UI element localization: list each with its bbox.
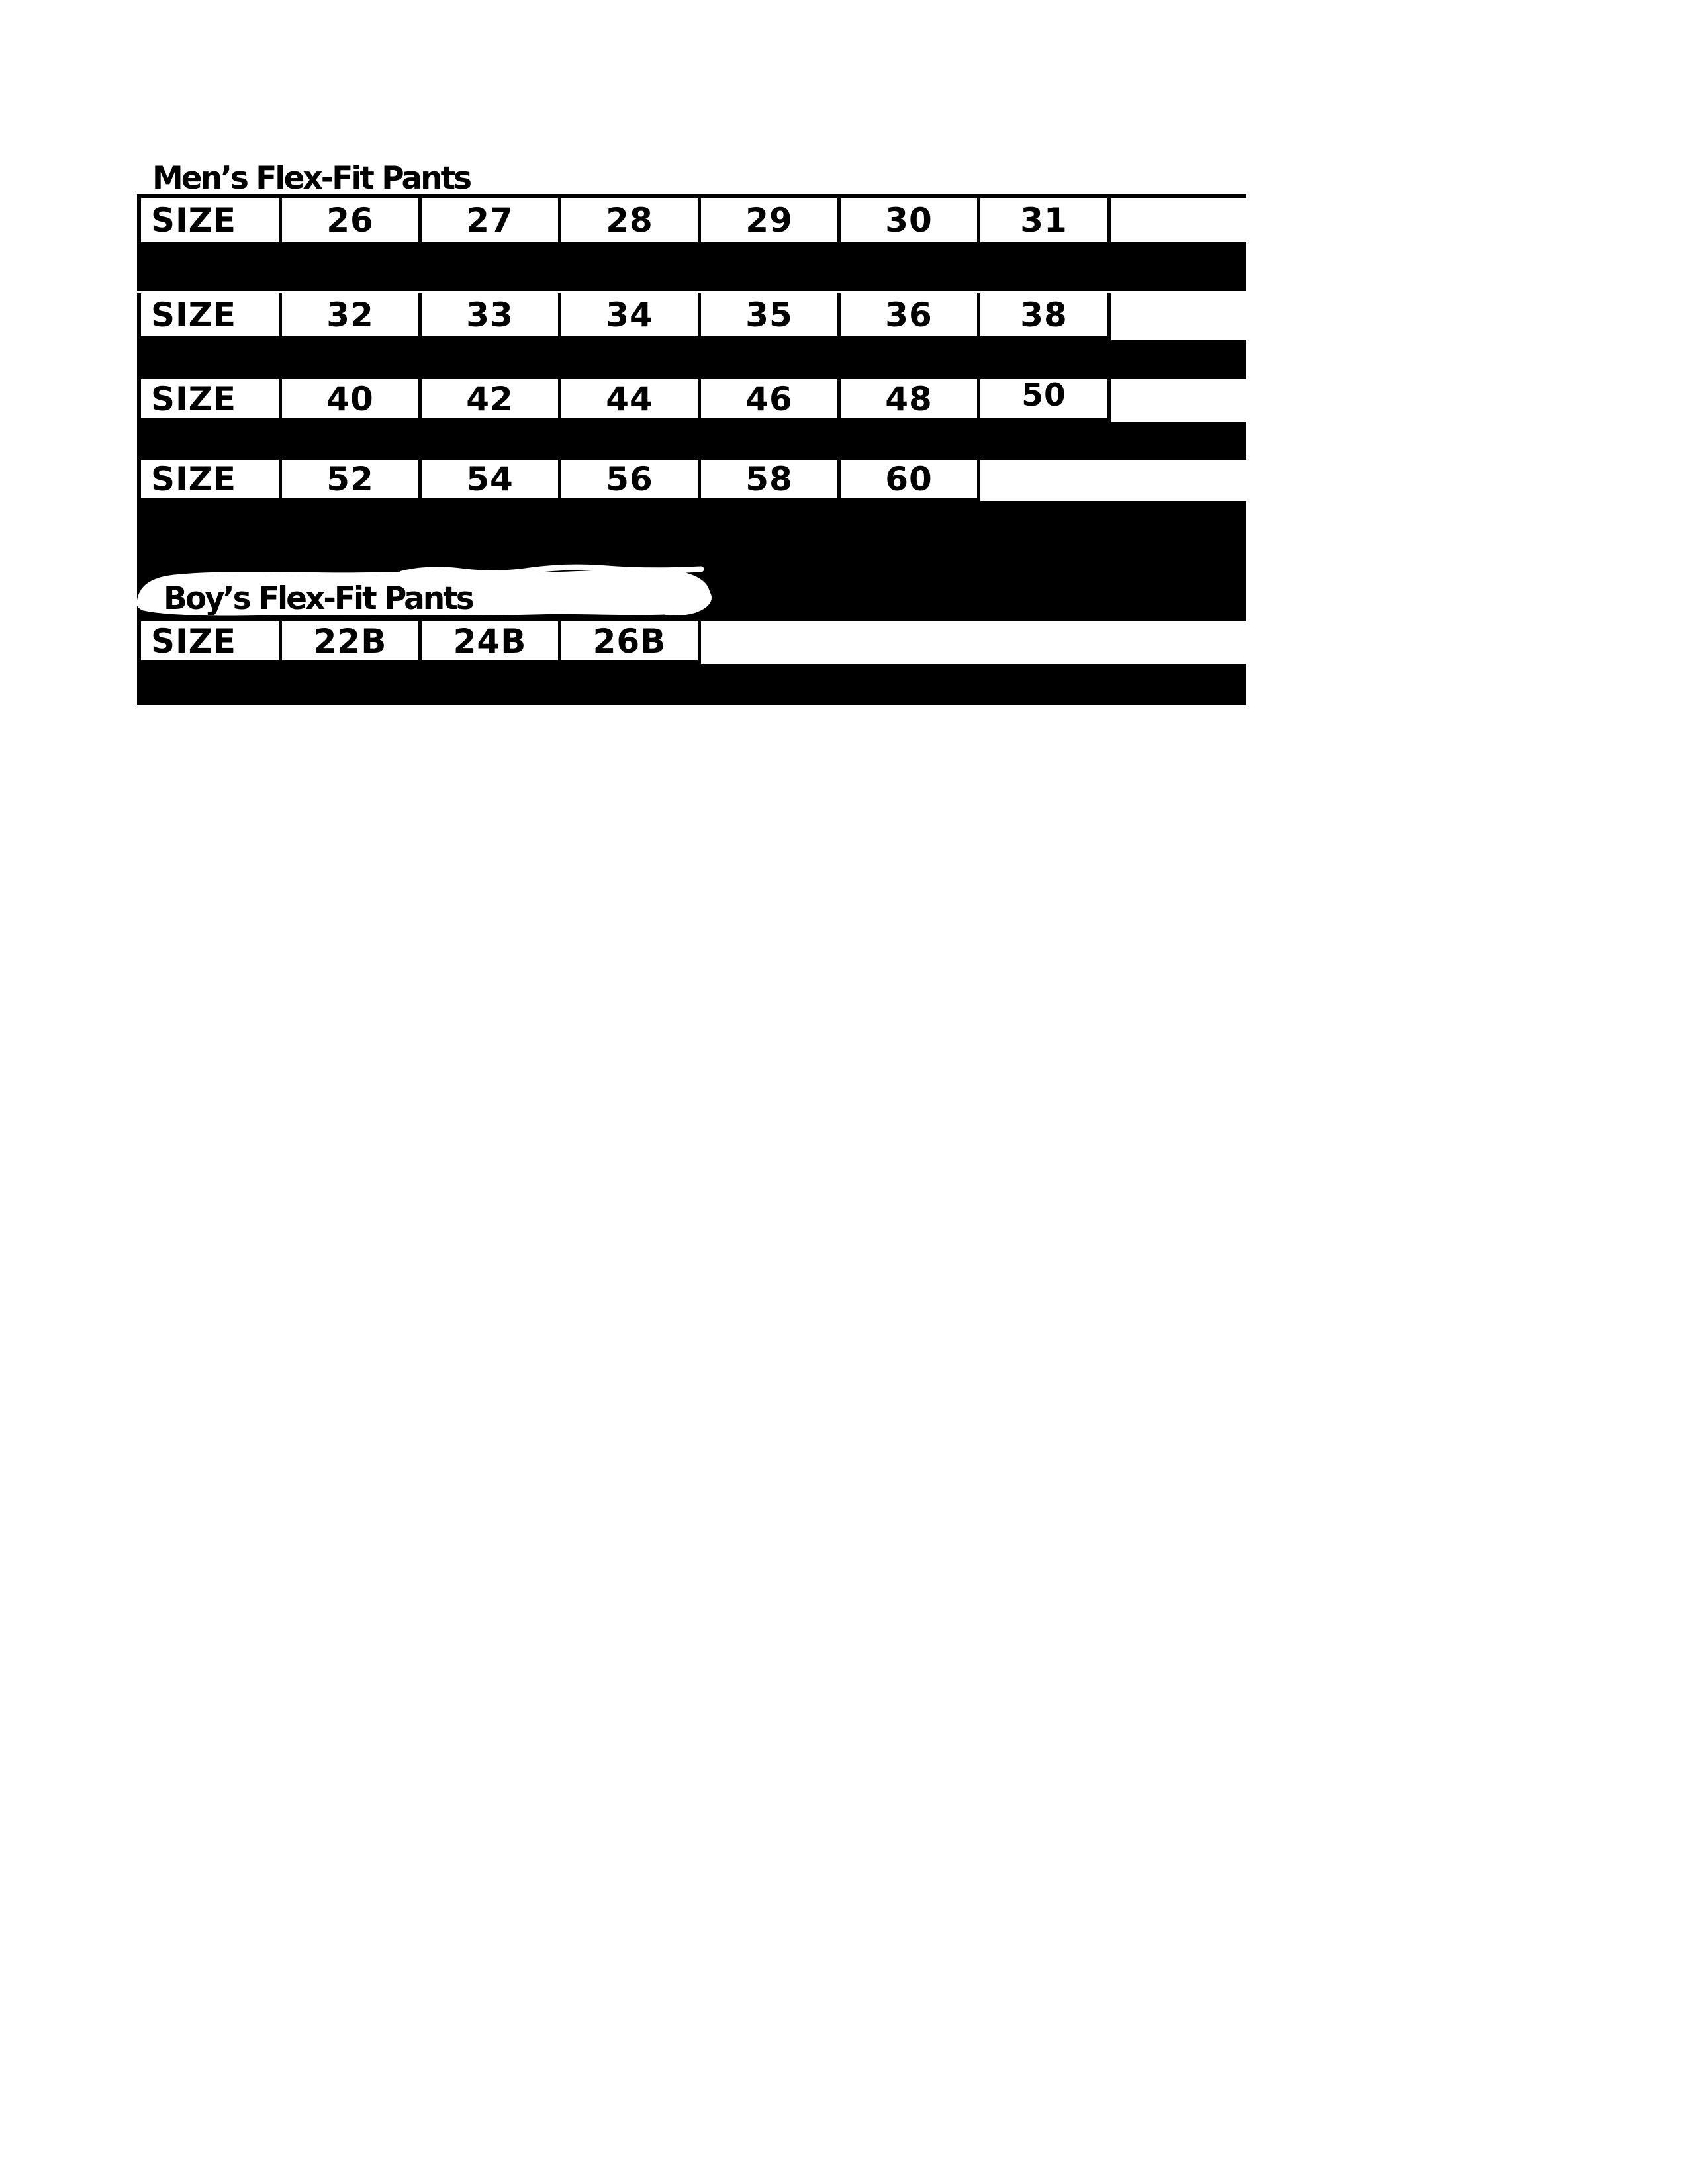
size-value-cell: 44: [558, 379, 698, 418]
redaction-block: Boy’s Flex-Fit Pants: [137, 501, 1246, 621]
size-value-cell: 42: [418, 379, 558, 418]
size-value-cell: 36: [837, 293, 977, 336]
size-value-cell: 58: [698, 460, 837, 498]
size-value-cell: 50: [977, 377, 1111, 418]
size-value-cell: 54: [418, 460, 558, 498]
mens-size-row-3: SIZE 40 42 44 46 48 50: [137, 377, 1111, 422]
size-value-cell: 24B: [418, 621, 558, 660]
size-label-cell: SIZE: [137, 621, 279, 660]
mens-size-row-2: SIZE 32 33 34 35 36 38: [137, 293, 1111, 340]
size-value-cell: 31: [977, 198, 1111, 242]
size-value-cell: 26B: [558, 621, 701, 660]
size-value-cell: 35: [698, 293, 837, 336]
size-value-cell: 34: [558, 293, 698, 336]
size-value-cell: 40: [279, 379, 418, 418]
size-label-cell: SIZE: [137, 293, 279, 336]
size-value-cell: 26: [279, 198, 418, 242]
size-value-cell: 22B: [279, 621, 418, 660]
redaction-bar: [137, 422, 1246, 460]
whiteout-patch: [137, 564, 712, 616]
mens-table-top-border: [137, 194, 1246, 198]
redaction-bar: [137, 340, 1246, 379]
redaction-bar: [137, 664, 1246, 705]
mens-size-row-4: SIZE 52 54 56 58 60: [137, 460, 980, 501]
size-value-cell: 56: [558, 460, 698, 498]
size-value-cell: 29: [698, 198, 837, 242]
boys-size-row-1: SIZE 22B 24B 26B: [137, 621, 701, 664]
size-value-cell: 60: [837, 460, 980, 498]
mens-chart-title: Men’s Flex-Fit Pants: [152, 160, 472, 197]
boys-chart-title: Boy’s Flex-Fit Pants: [164, 580, 475, 617]
size-label-cell: SIZE: [137, 379, 279, 418]
size-value-cell: 32: [279, 293, 418, 336]
mens-size-row-1: SIZE 26 27 28 29 30 31: [137, 198, 1111, 242]
size-value-cell: 28: [558, 198, 698, 242]
size-label-cell: SIZE: [137, 198, 279, 242]
size-label-cell: SIZE: [137, 460, 279, 498]
size-value-cell: 48: [837, 379, 977, 418]
size-value-cell: 52: [279, 460, 418, 498]
size-value-cell: 46: [698, 379, 837, 418]
size-value-cell: 27: [418, 198, 558, 242]
size-value-cell: 33: [418, 293, 558, 336]
size-value-text: 50: [1021, 377, 1066, 414]
redaction-bar: [137, 242, 1246, 291]
size-value-cell: 30: [837, 198, 977, 242]
size-value-cell: 38: [977, 293, 1111, 336]
